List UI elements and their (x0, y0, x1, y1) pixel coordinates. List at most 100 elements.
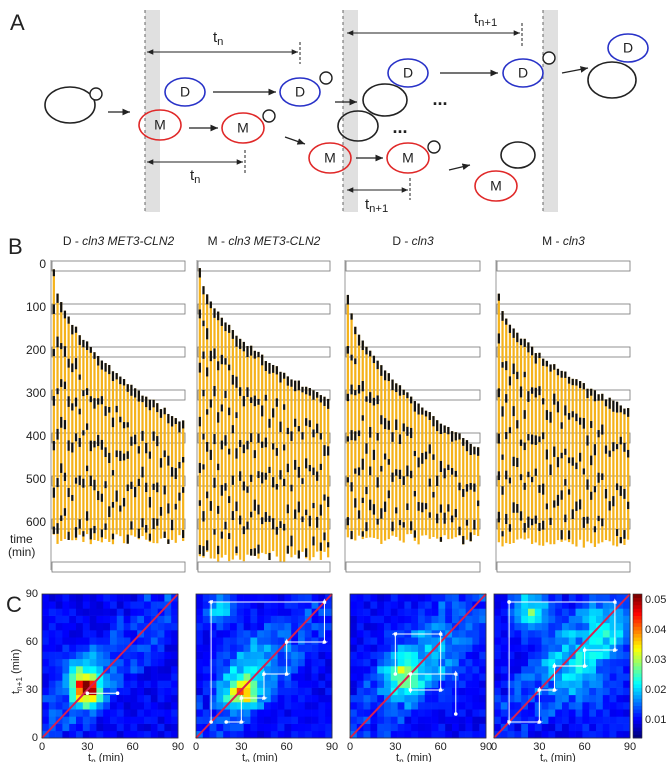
cell-bar (365, 346, 368, 538)
heatmap-cell (452, 730, 460, 739)
heatmap-cell (223, 723, 231, 732)
heatmap-cell (69, 723, 77, 732)
heatmap-cell (157, 622, 165, 631)
division-mark (465, 440, 469, 452)
division-mark (308, 465, 311, 472)
x-tick-label: 60 (281, 741, 293, 753)
heatmap-cell (582, 680, 590, 688)
heatmap-cell (548, 594, 556, 602)
heatmap-cell (298, 608, 306, 616)
heatmap-cell (236, 637, 244, 645)
division-mark (601, 518, 604, 527)
division-mark (497, 388, 500, 398)
heatmap-cell (130, 730, 138, 739)
heatmap-cell (397, 687, 405, 696)
heatmap-cell (171, 630, 179, 638)
heatmap-cell (465, 709, 473, 717)
division-mark (428, 512, 431, 518)
heatmap-cell (270, 709, 278, 717)
heatmap-cell (171, 694, 179, 703)
division-mark (63, 346, 67, 357)
cell-bar (209, 301, 212, 559)
heatmap-cell (445, 637, 453, 645)
heatmap-cell (424, 615, 432, 624)
heatmap-cell (370, 666, 378, 674)
division-mark (206, 328, 209, 340)
heatmap-cell (230, 622, 238, 631)
heatmap-cell (130, 594, 138, 602)
heatmap-cell (541, 666, 549, 674)
heatmap-cell (164, 615, 172, 624)
division-mark (354, 358, 357, 365)
heatmap-cell (130, 702, 138, 710)
cell-bar (217, 311, 220, 562)
heatmap-cell (243, 709, 251, 717)
division-mark (465, 484, 469, 492)
division-mark (217, 412, 220, 423)
division-mark (250, 345, 253, 356)
heatmap-cell (277, 730, 285, 739)
heatmap-cell (144, 594, 152, 602)
division-mark (567, 489, 571, 495)
heatmap-cell (384, 666, 392, 674)
heatmap-cell (298, 687, 306, 696)
heatmap-cell (264, 637, 272, 645)
trajectory-point (393, 632, 398, 636)
division-mark (501, 531, 504, 537)
division-mark (417, 403, 420, 415)
heatmap-cell (494, 594, 502, 602)
heatmap-cell (602, 680, 610, 688)
heatmap-cell (116, 615, 124, 624)
division-mark (198, 545, 201, 555)
heatmap-cell (575, 658, 583, 667)
division-mark (564, 371, 567, 378)
heatmap-cell (541, 651, 549, 660)
heatmap-cell (452, 658, 460, 667)
heatmap-cell (609, 622, 617, 631)
heatmap-cell (318, 644, 326, 652)
colorbar-label: 0.03 (645, 654, 666, 666)
division-mark (111, 417, 115, 428)
strain-name: cln3 MET3-CLN2 (228, 234, 320, 248)
heatmap-cell (623, 687, 631, 696)
division-mark (198, 268, 201, 278)
division-mark (601, 473, 604, 480)
heatmap-cell (42, 658, 50, 667)
division-mark (436, 420, 439, 432)
heatmap-cell (589, 644, 597, 652)
heatmap-cell (196, 723, 204, 732)
heatmap-cell (318, 702, 326, 710)
trajectory-point (284, 640, 289, 644)
division-mark (350, 313, 353, 320)
cell (337, 110, 379, 142)
heatmap-cell (411, 658, 419, 667)
heatmap-cell (589, 716, 597, 724)
division-mark (56, 388, 59, 395)
heatmap-cell (548, 615, 556, 624)
heatmap-cell (89, 601, 97, 609)
heatmap-cell (500, 709, 508, 717)
heatmap-cell (270, 694, 278, 703)
heatmap-cell (589, 702, 597, 710)
division-mark (163, 407, 166, 415)
division-mark (152, 431, 155, 441)
heatmap-cell (76, 716, 84, 724)
heatmap-cell (311, 687, 319, 696)
heatmap-cell (370, 730, 378, 739)
heatmap-cell (616, 680, 624, 688)
division-mark (428, 478, 431, 487)
heatmap-cell (264, 687, 272, 696)
heatmap-cell (311, 651, 319, 660)
division-mark (354, 326, 357, 335)
division-mark (538, 386, 541, 396)
arrow (284, 136, 306, 145)
division-mark (395, 383, 398, 393)
heatmap-cell (479, 716, 487, 724)
heatmap-cell (137, 702, 145, 710)
division-mark (508, 427, 512, 434)
heatmap-cell (82, 644, 90, 652)
heatmap-cell (164, 630, 172, 638)
cell-bar (257, 351, 260, 559)
heatmap-cell (356, 651, 364, 660)
